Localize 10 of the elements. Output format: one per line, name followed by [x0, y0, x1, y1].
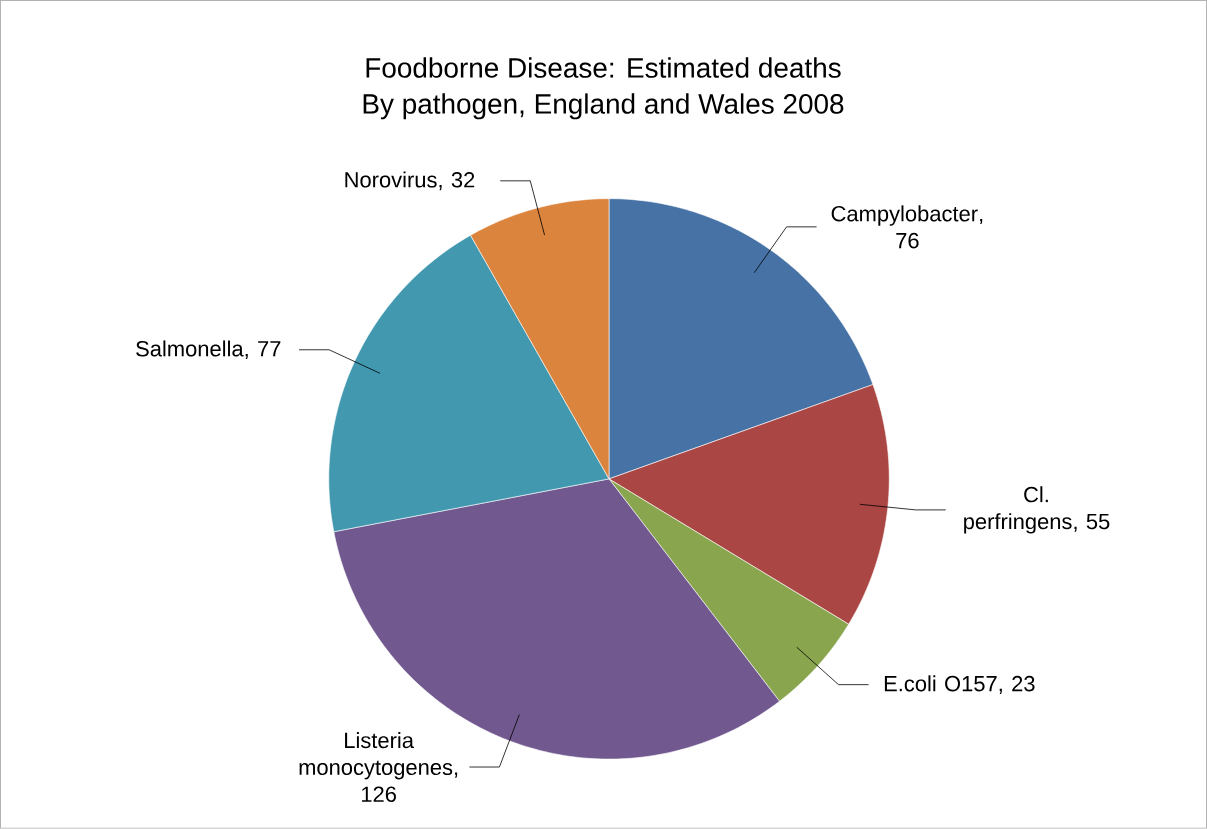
chart-subtitle: By pathogen, England and Wales 2008 [363, 93, 844, 120]
data-label: , 32 [439, 172, 475, 191]
slice-label: Norovirus [345, 171, 437, 188]
data-label: , 77 [245, 341, 281, 360]
chart-title: Foodborne Disease: Estimated deaths [366, 57, 841, 78]
data-label: , 55 [1074, 514, 1110, 532]
slice-label: E.coli O157 [884, 675, 997, 692]
slice-label: Salmonella [136, 340, 244, 357]
data-label: , 23 [999, 676, 1035, 695]
slice-label: Cl. perfringens [964, 486, 1072, 534]
